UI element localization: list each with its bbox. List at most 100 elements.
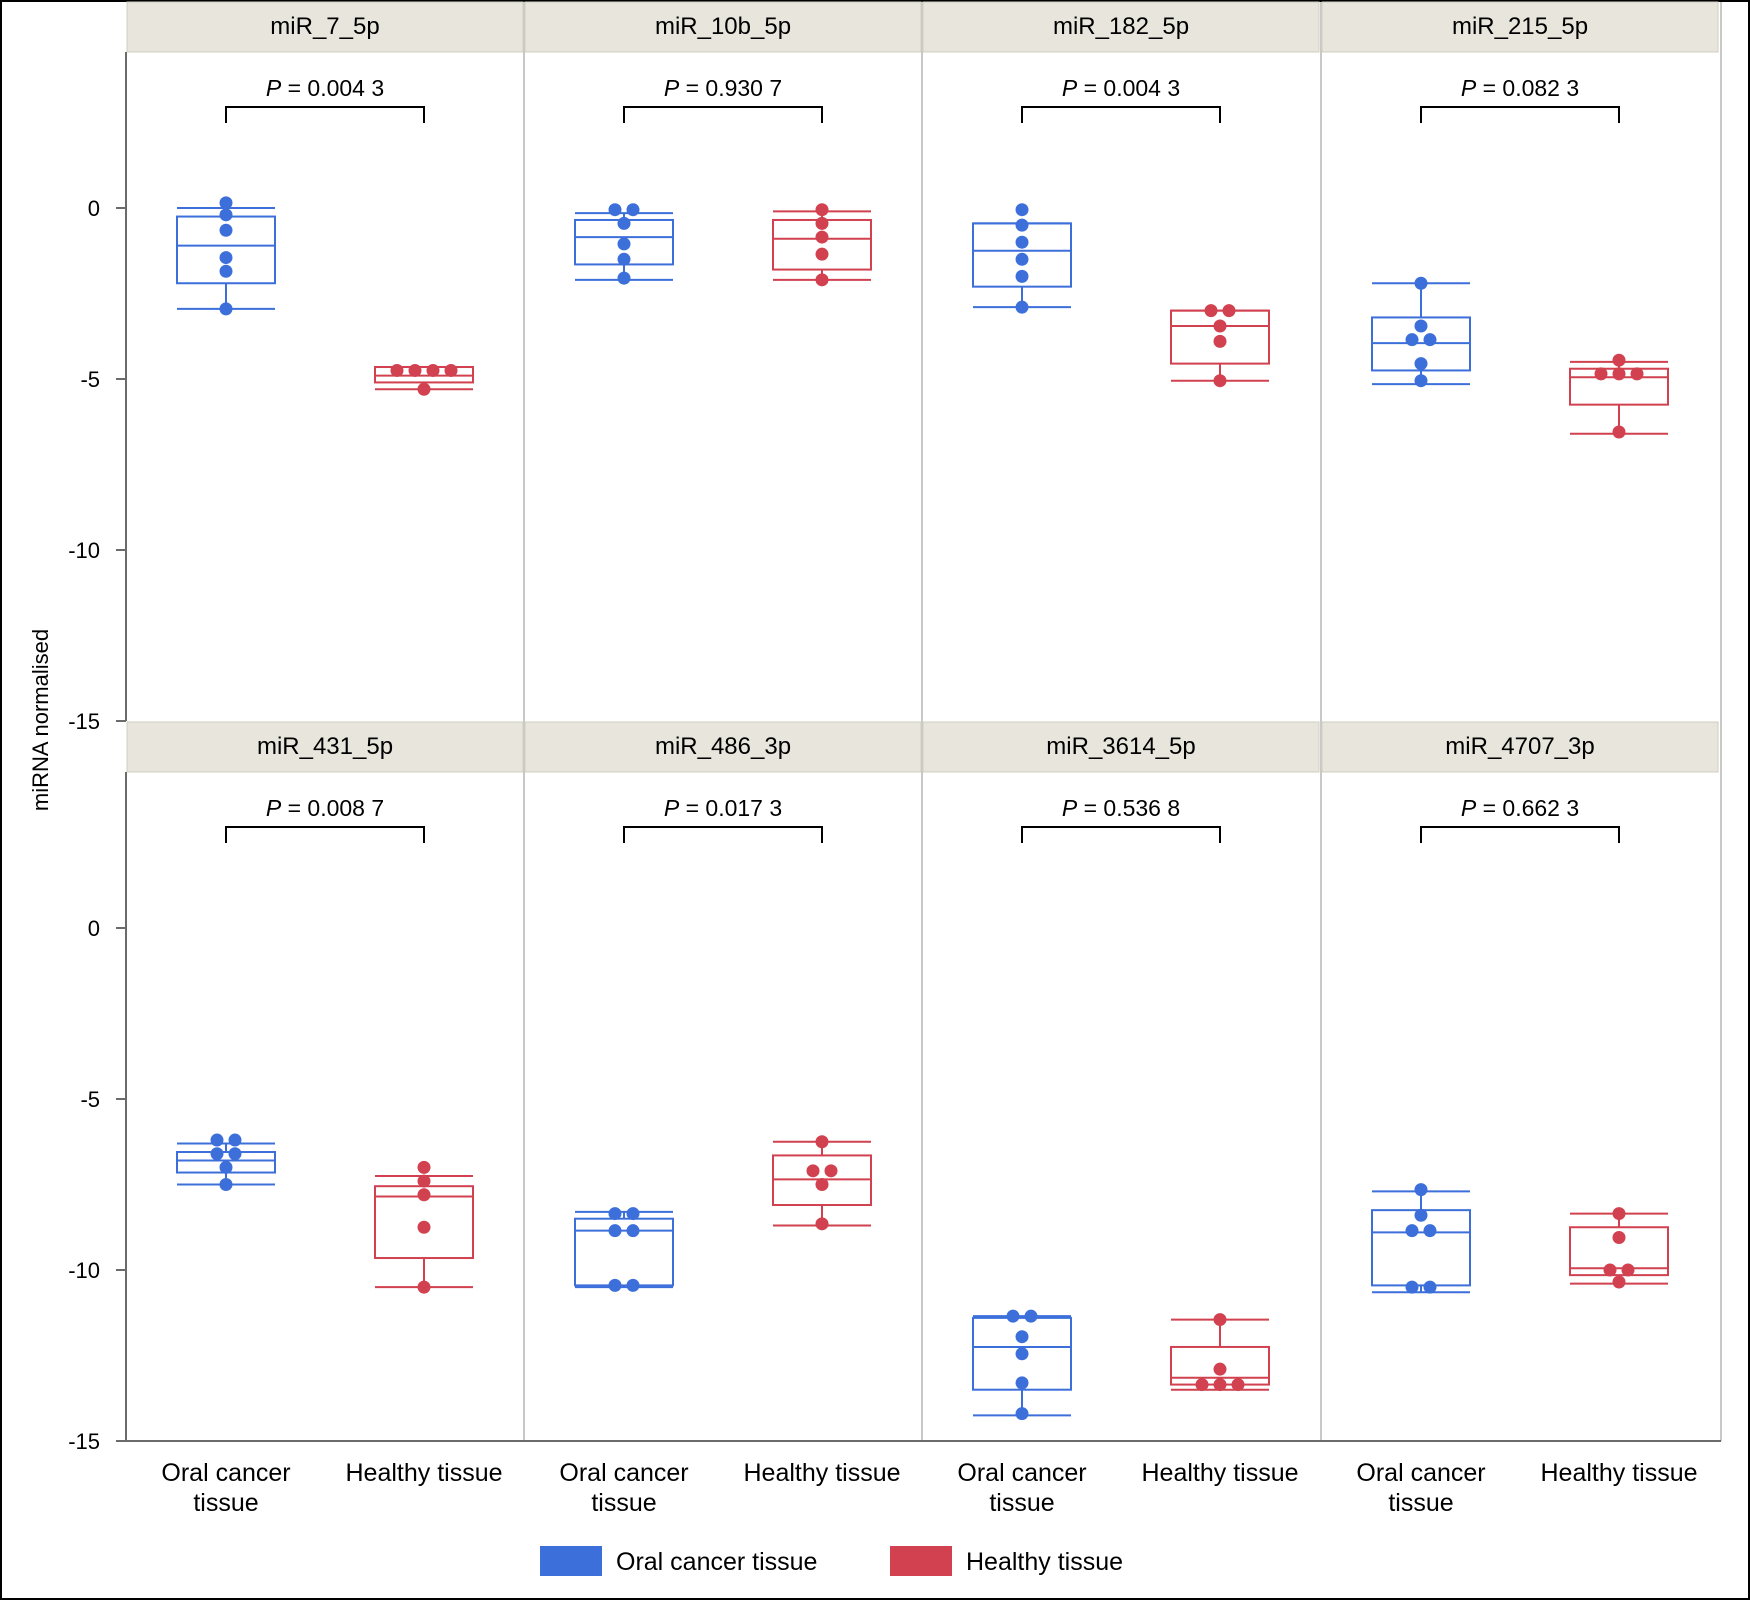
p-value: = 0.008 7 <box>281 795 384 821</box>
significance-bracket <box>225 826 425 843</box>
data-point <box>1414 319 1428 333</box>
data-point <box>1594 367 1608 381</box>
panel-mir-4707-3p: miR_4707_3p P = 0.662 3 <box>1321 721 1719 1294</box>
data-point <box>815 216 829 230</box>
data-point <box>1015 218 1029 232</box>
data-point <box>1405 333 1419 347</box>
x-category-line: tissue <box>591 1489 656 1517</box>
data-point <box>1015 252 1029 266</box>
p-value: = 0.004 3 <box>1077 75 1180 101</box>
box-healthy <box>772 203 872 287</box>
box-healthy <box>374 363 474 396</box>
box-oral-cancer <box>972 203 1072 314</box>
data-point <box>219 1160 233 1174</box>
panel-title: miR_486_3p <box>655 733 791 760</box>
data-point <box>1213 374 1227 388</box>
data-point <box>1213 1378 1227 1392</box>
p-symbol: P <box>1461 795 1477 821</box>
y-tick-label: -15 <box>68 1429 100 1454</box>
data-point <box>824 1164 838 1178</box>
y-tick-label: -10 <box>68 1258 100 1283</box>
legend-swatch <box>540 1546 602 1576</box>
panel-strip <box>524 1 922 53</box>
data-point <box>219 264 233 278</box>
iqr-box <box>574 1217 674 1287</box>
p-value-label: P = 0.930 7 <box>664 75 782 101</box>
data-point <box>210 1147 224 1161</box>
data-point <box>1414 374 1428 388</box>
significance-bracket <box>623 826 823 843</box>
p-symbol: P <box>266 795 282 821</box>
panel-strip <box>1321 721 1719 773</box>
data-point <box>1423 1224 1437 1238</box>
x-category-label: Healthy tissue <box>743 1459 900 1487</box>
data-point <box>1414 1183 1428 1197</box>
p-value-label: P = 0.536 8 <box>1062 795 1180 821</box>
data-point <box>815 230 829 244</box>
box-healthy <box>374 1160 474 1294</box>
box-oral-cancer <box>1371 276 1471 388</box>
x-category-label: Healthy tissue <box>1141 1459 1298 1487</box>
iqr-box <box>972 1316 1072 1391</box>
data-point <box>1213 1313 1227 1327</box>
data-point <box>444 363 458 377</box>
data-point <box>1015 1330 1029 1344</box>
p-value-label: P = 0.082 3 <box>1461 75 1579 101</box>
legend-label: Healthy tissue <box>966 1548 1123 1576</box>
data-point <box>1213 319 1227 333</box>
significance-bracket <box>1021 826 1221 843</box>
data-point <box>608 203 622 217</box>
x-category-label: Oral cancer tissue <box>559 1459 688 1517</box>
panel-strip <box>524 721 922 773</box>
panel-mir-3614-5p: miR_3614_5p P = 0.536 8 <box>922 721 1320 1421</box>
panels-layer: miR_7_5p P = 0.004 3 miR_10b_5p P = 0.930 7… <box>126 1 1722 1441</box>
p-symbol: P <box>1461 75 1477 101</box>
p-symbol: P <box>266 75 282 101</box>
y-tick-label: -5 <box>80 367 100 392</box>
y-tick-label: -5 <box>80 1087 100 1112</box>
panel-strip <box>1321 1 1719 53</box>
x-category-label: Oral cancer tissue <box>957 1459 1086 1517</box>
panel-title: miR_182_5p <box>1053 13 1189 40</box>
data-point <box>608 1278 622 1292</box>
data-point <box>1006 1309 1020 1323</box>
x-category-line: Healthy tissue <box>345 1459 502 1487</box>
box-oral-cancer <box>972 1309 1072 1421</box>
significance-bracket <box>1420 106 1620 123</box>
x-category-line: Healthy tissue <box>1540 1459 1697 1487</box>
x-category-line: tissue <box>193 1489 258 1517</box>
data-point <box>806 1164 820 1178</box>
data-point <box>1612 1275 1626 1289</box>
data-point <box>1423 333 1437 347</box>
data-point <box>1015 1376 1029 1390</box>
panel-mir-215-5p: miR_215_5p P = 0.082 3 <box>1321 1 1719 439</box>
data-point <box>1213 1362 1227 1376</box>
data-point <box>608 1207 622 1221</box>
data-point <box>1612 1207 1626 1221</box>
data-point <box>815 1217 829 1231</box>
legend: Oral cancer tissue Healthy tissue <box>540 1546 1123 1576</box>
significance-bracket <box>1021 106 1221 123</box>
panel-strip <box>922 721 1320 773</box>
data-point <box>1414 276 1428 290</box>
data-point <box>815 273 829 287</box>
y-tick-label: 0 <box>88 916 100 941</box>
data-point <box>1231 1378 1245 1392</box>
data-point <box>1015 1407 1029 1421</box>
x-category-label: Healthy tissue <box>1540 1459 1697 1487</box>
data-point <box>626 203 640 217</box>
x-category-label: Healthy tissue <box>345 1459 502 1487</box>
data-point <box>417 1220 431 1234</box>
data-point <box>408 363 422 377</box>
x-category-line: Healthy tissue <box>743 1459 900 1487</box>
p-value: = 0.662 3 <box>1476 795 1579 821</box>
p-value-label: P = 0.662 3 <box>1461 795 1579 821</box>
x-category-line: Oral cancer <box>1356 1459 1485 1487</box>
panel-mir-182-5p: miR_182_5p P = 0.004 3 <box>922 1 1320 388</box>
legend-label: Oral cancer tissue <box>616 1548 817 1576</box>
data-point <box>1603 1263 1617 1277</box>
box-healthy <box>772 1135 872 1231</box>
